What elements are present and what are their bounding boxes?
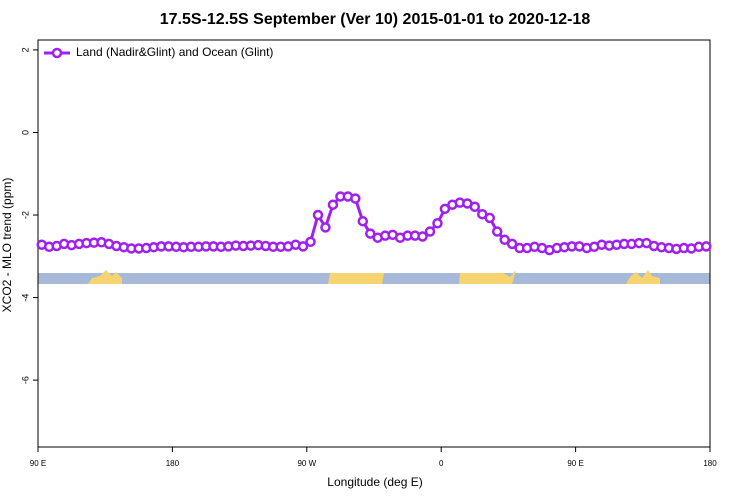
x-tick-label: 90 E [567, 459, 583, 468]
legend-marker [51, 47, 63, 59]
data-point [432, 218, 443, 229]
y-tick-label: -4 [20, 294, 30, 302]
legend-label: Land (Nadir&Glint) and Ocean (Glint) [76, 45, 273, 59]
data-point [439, 203, 451, 215]
x-tick-label: 180 [166, 459, 180, 468]
y-axis-label: XCO2 - MLO trend (ppm) [0, 178, 14, 313]
data-point [305, 236, 316, 248]
y-tick-label: -2 [20, 211, 30, 219]
chart-title: 17.5S-12.5S September (Ver 10) 2015-01-0… [160, 11, 591, 28]
data-point [320, 222, 331, 233]
data-point [350, 193, 361, 204]
y-tick-label: 2 [20, 47, 30, 52]
data-point [484, 212, 495, 224]
data-point [701, 241, 712, 252]
x-tick-label: 90 W [297, 459, 316, 468]
x-axis-label: Longitude (deg E) [327, 475, 422, 489]
x-tick-label: 90 E [30, 459, 46, 468]
data-point [297, 241, 309, 252]
data-point [327, 199, 339, 210]
x-tick-label: 0 [439, 459, 444, 468]
x-tick-label: 180 [703, 459, 717, 468]
y-tick-label: -6 [20, 376, 30, 384]
data-point [417, 231, 428, 242]
data-point [424, 226, 436, 237]
data-point [491, 226, 503, 237]
data-point [365, 228, 376, 239]
data-point [499, 234, 510, 246]
data-point [312, 209, 324, 221]
data-point [357, 215, 369, 227]
y-tick-label: 0 [20, 130, 30, 135]
land-mask [38, 270, 710, 284]
data-point [506, 238, 518, 250]
data-point [469, 201, 481, 213]
